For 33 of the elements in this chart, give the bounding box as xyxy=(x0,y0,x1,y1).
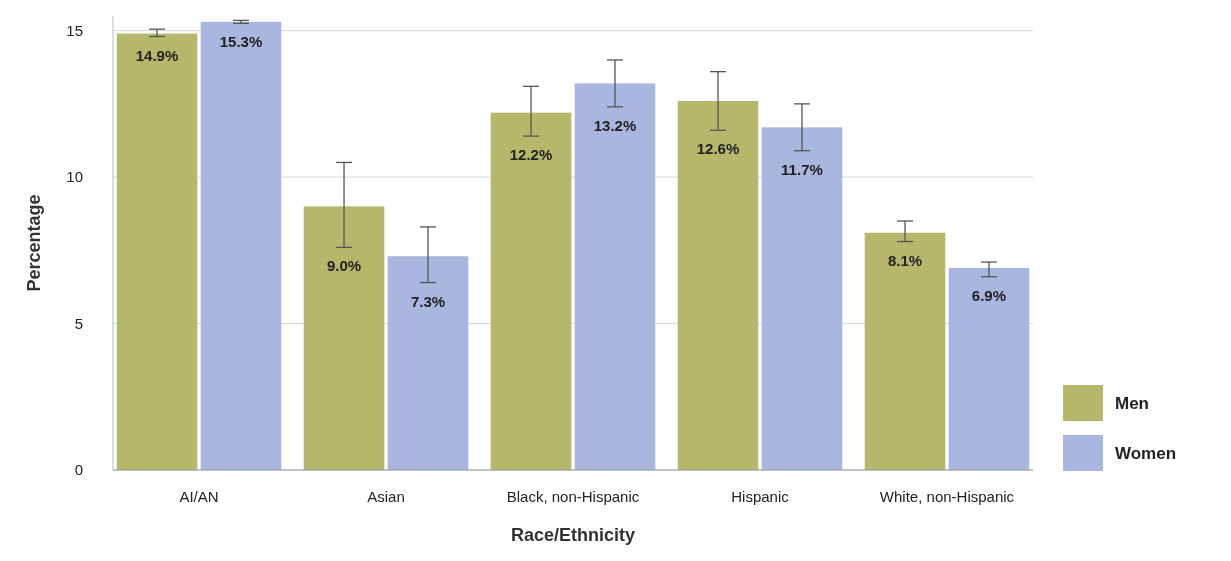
y-tick-label: 15 xyxy=(66,21,83,39)
bar xyxy=(303,206,385,470)
bar xyxy=(200,21,282,470)
y-tick-label: 10 xyxy=(66,168,83,186)
data-label: 6.9% xyxy=(971,286,1007,304)
x-tick-label: Hispanic xyxy=(731,488,790,505)
data-label: 11.7% xyxy=(781,160,823,178)
bar xyxy=(864,232,946,470)
legend-label: Men xyxy=(1115,394,1149,413)
x-tick-label: Black, non-Hispanic xyxy=(506,488,640,505)
data-label: 13.2% xyxy=(593,116,637,134)
x-tick-label: White, non-Hispanic xyxy=(879,488,1015,505)
x-axis-title: Race/Ethnicity xyxy=(510,525,636,545)
data-label: 9.0% xyxy=(326,257,362,275)
x-tick-label: Asian xyxy=(367,488,405,505)
data-label: 12.2% xyxy=(509,146,553,164)
bar xyxy=(677,100,759,470)
bar xyxy=(948,267,1030,470)
bar xyxy=(116,33,198,470)
x-tick-label: AI/AN xyxy=(179,488,219,505)
y-axis-title: Percentage xyxy=(24,194,44,292)
data-label: 8.1% xyxy=(887,251,923,269)
data-label: 14.9% xyxy=(135,46,179,64)
bar xyxy=(574,83,656,470)
bar xyxy=(490,112,572,470)
y-tick-label: 5 xyxy=(74,314,83,332)
data-label: 12.6% xyxy=(696,140,740,158)
bar xyxy=(761,127,843,470)
legend-label: Women xyxy=(1115,444,1177,463)
bar xyxy=(387,256,469,470)
data-label: 15.3% xyxy=(219,33,263,51)
data-label: 7.3% xyxy=(410,292,446,310)
y-tick-label: 0 xyxy=(74,461,83,478)
